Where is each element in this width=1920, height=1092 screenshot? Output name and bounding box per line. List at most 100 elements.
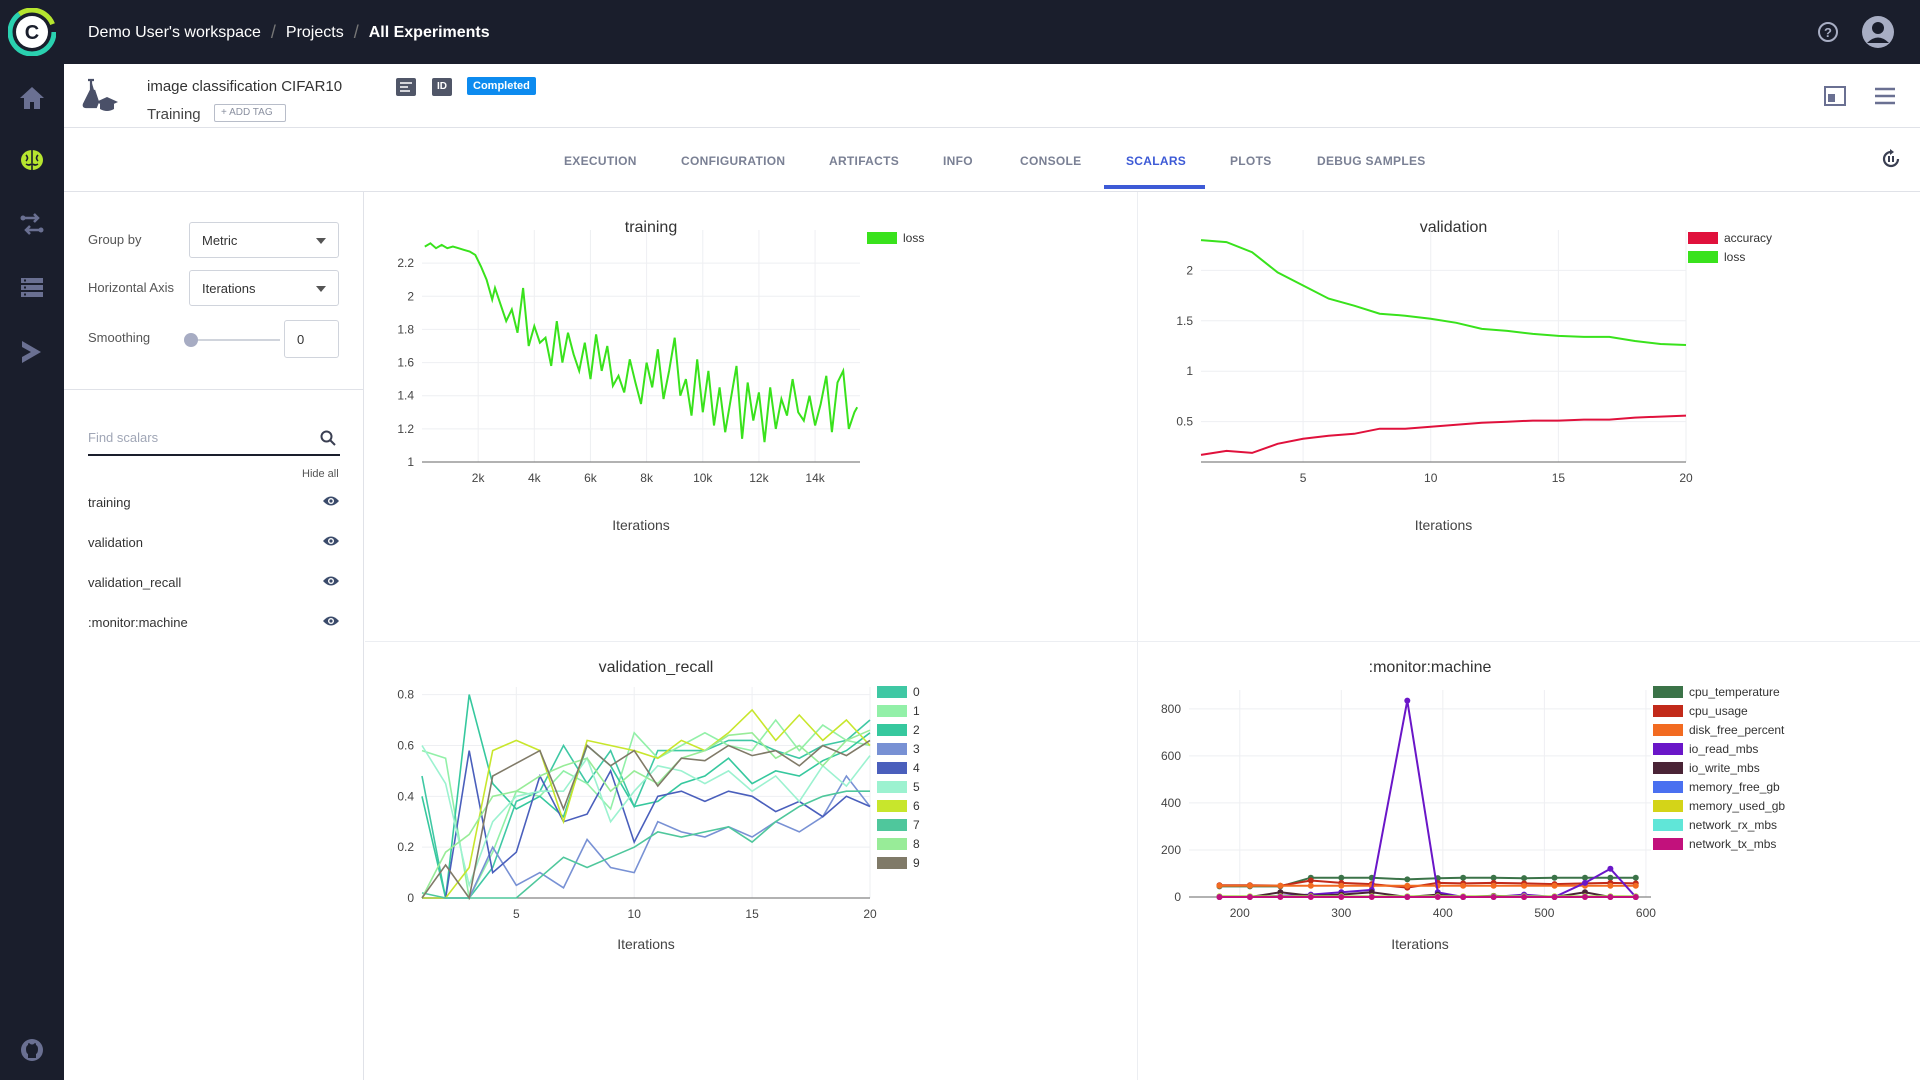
github-icon[interactable]	[14, 1032, 50, 1068]
data-point	[1338, 882, 1345, 889]
datasets-icon[interactable]	[14, 270, 50, 306]
active-tab-indicator	[1104, 185, 1205, 189]
help-icon[interactable]: ?	[1814, 18, 1842, 46]
x-tick-label: 10k	[693, 471, 713, 485]
tab-plots[interactable]: PLOTS	[1230, 154, 1272, 168]
info-panel-icon[interactable]	[1824, 86, 1846, 106]
legend-label: cpu_temperature	[1689, 685, 1780, 699]
id-icon[interactable]: ID	[432, 78, 452, 96]
chart-title: training	[625, 219, 677, 236]
y-tick-label: 0.8	[397, 688, 414, 702]
legend-label: memory_free_gb	[1689, 780, 1780, 794]
horizontal-axis-select[interactable]: Iterations	[189, 270, 339, 306]
x-tick-label: 10	[628, 907, 642, 921]
auto-refresh-icon[interactable]	[1880, 148, 1902, 170]
y-tick-label: 1	[407, 455, 414, 469]
x-axis-label: Iterations	[617, 936, 675, 952]
legend-swatch	[1653, 686, 1683, 698]
monitor-machine-chart[interactable]: :monitor:machine 200 300 400 500 600 0 200 400 60…	[1141, 642, 1917, 1080]
legend-label: io_write_mbs	[1689, 761, 1760, 775]
series-line-loss	[1200, 239, 1687, 346]
experiment-header: image classification CIFAR10 Training + …	[64, 64, 1920, 128]
user-avatar-icon[interactable]	[1860, 14, 1896, 50]
data-point	[1404, 882, 1411, 889]
x-tick-label: 300	[1331, 906, 1351, 920]
plot-validation[interactable]: validation 5 10 15 20 0.5 1 1.5 2 Iterations accur…	[1141, 192, 1917, 642]
legend-label: network_tx_mbs	[1689, 837, 1776, 851]
horizontal-axis-label: Horizontal Axis	[88, 280, 174, 295]
data-point	[1307, 877, 1314, 884]
legend-label: 9	[913, 856, 920, 870]
x-tick-label: 4k	[528, 471, 542, 485]
legend-swatch	[1653, 800, 1683, 812]
legend-swatch	[877, 781, 907, 793]
breadcrumb-all-experiments[interactable]: All Experiments	[368, 23, 490, 41]
plot-monitor-machine[interactable]: :monitor:machine 200 300 400 500 600 0 200 400 60…	[1141, 642, 1917, 1092]
eye-icon[interactable]	[322, 574, 340, 588]
smoothing-slider-track[interactable]	[190, 339, 280, 341]
tab-info[interactable]: INFO	[943, 154, 973, 168]
plot-validation-recall[interactable]: validation_recall 5 10 15 20 0 0.2 0.4 0.6 0.8 Ite…	[365, 642, 1141, 1092]
deploy-icon[interactable]	[14, 334, 50, 370]
data-point	[1582, 879, 1588, 886]
home-icon[interactable]	[14, 80, 50, 116]
smoothing-input[interactable]: 0	[284, 320, 339, 358]
x-axis-label: Iterations	[1415, 517, 1473, 533]
plot-training[interactable]: training 2k 4k 6k 8k 10k 12k 14k 1 1.2 1.4 1.6 1.8 2 2…	[365, 192, 1141, 642]
x-tick-label: 20	[1679, 471, 1693, 485]
series-line-9	[421, 739, 871, 900]
find-scalars-search[interactable]: Find scalars	[88, 424, 340, 456]
data-point	[1460, 882, 1467, 889]
breadcrumb-projects[interactable]: Projects	[285, 23, 344, 41]
scalar-item-label: training	[88, 495, 131, 510]
tab-artifacts[interactable]: ARTIFACTS	[829, 154, 900, 168]
eye-icon[interactable]	[322, 614, 340, 628]
data-point	[1404, 697, 1411, 704]
top-bar: Demo User's workspace / Projects / All E…	[64, 0, 1920, 64]
legend-label: loss	[903, 231, 924, 245]
group-by-select[interactable]: Metric	[189, 222, 339, 258]
x-tick-label: 10	[1424, 471, 1438, 485]
scalar-plots-area: training 2k 4k 6k 8k 10k 12k 14k 1 1.2 1.4 1.6 1.8 2 2…	[365, 192, 1920, 1080]
search-input[interactable]: Find scalars	[88, 430, 159, 445]
brain-icon[interactable]	[14, 142, 50, 178]
series-line-7	[421, 790, 870, 899]
clearml-logo[interactable]: C	[8, 8, 56, 56]
data-point	[1521, 894, 1528, 900]
scalar-item-validation[interactable]: validation	[88, 534, 340, 554]
hide-all-button[interactable]: Hide all	[302, 468, 339, 480]
description-icon[interactable]	[396, 78, 416, 96]
data-point	[1307, 894, 1314, 900]
add-tag-button[interactable]: + ADD TAG	[214, 104, 286, 122]
legend-swatch	[1653, 819, 1683, 831]
x-tick-label: 15	[745, 907, 759, 921]
series-line-3	[422, 774, 871, 899]
scalar-item-monitor-machine[interactable]: :monitor:machine	[88, 614, 340, 634]
scalar-item-training[interactable]: training	[88, 494, 340, 514]
search-icon[interactable]	[320, 430, 336, 446]
pipelines-icon[interactable]	[14, 206, 50, 242]
validation-chart[interactable]: validation 5 10 15 20 0.5 1 1.5 2 Iterations accur…	[1141, 192, 1917, 642]
data-point	[1460, 894, 1467, 900]
smoothing-slider-handle[interactable]	[184, 333, 198, 347]
menu-icon[interactable]	[1874, 86, 1896, 106]
data-point	[1607, 894, 1614, 900]
eye-icon[interactable]	[322, 534, 340, 548]
tab-configuration[interactable]: CONFIGURATION	[681, 154, 786, 168]
legend-swatch	[1653, 838, 1683, 850]
data-point	[1551, 874, 1558, 881]
data-point	[1521, 882, 1528, 889]
training-chart[interactable]: training 2k 4k 6k 8k 10k 12k 14k 1 1.2 1.4 1.6 1.8 2 2…	[365, 192, 1141, 642]
tab-debug-samples[interactable]: DEBUG SAMPLES	[1317, 154, 1426, 168]
y-tick-label: 1.8	[397, 322, 414, 336]
eye-icon[interactable]	[322, 494, 340, 508]
tab-execution[interactable]: EXECUTION	[564, 154, 637, 168]
legend-swatch	[877, 743, 907, 755]
scalar-item-validation-recall[interactable]: validation_recall	[88, 574, 340, 594]
chart-title: validation	[1420, 219, 1488, 236]
tab-scalars[interactable]: SCALARS	[1126, 154, 1187, 168]
svg-text:C: C	[25, 22, 39, 44]
breadcrumb-workspace[interactable]: Demo User's workspace	[88, 23, 261, 41]
tab-console[interactable]: CONSOLE	[1020, 154, 1082, 168]
